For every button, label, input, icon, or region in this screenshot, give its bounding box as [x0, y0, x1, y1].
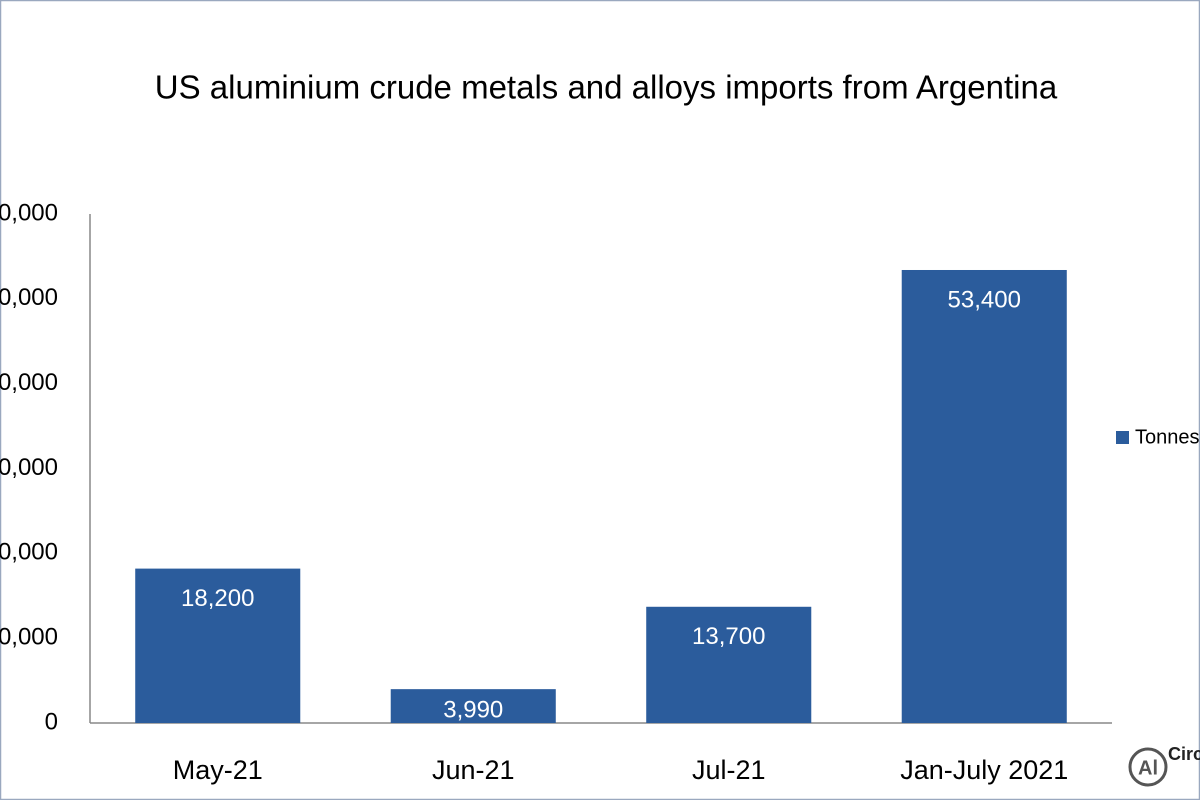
value-label: 3,990 — [443, 696, 503, 723]
bar — [390, 689, 556, 723]
logo-text: Circle — [1168, 744, 1200, 764]
y-tick-label: 60,000 — [0, 199, 58, 226]
logo-text: Al — [1138, 757, 1158, 779]
bar — [135, 568, 301, 723]
bar — [901, 269, 1067, 723]
value-label: 53,400 — [948, 286, 1021, 313]
y-tick-label: 40,000 — [0, 369, 58, 396]
x-tick-label: Jun-21 — [432, 755, 515, 785]
y-tick-label: 50,000 — [0, 284, 58, 311]
bar — [646, 606, 812, 723]
logo-mark — [1128, 747, 1168, 787]
x-tick-label: May-21 — [173, 755, 263, 785]
y-tick-label: 30,000 — [0, 454, 58, 481]
legend-swatch — [1116, 431, 1129, 444]
value-label: 13,700 — [692, 623, 765, 650]
chart-title: US aluminium crude metals and alloys imp… — [155, 69, 1058, 106]
legend-label: Tonnes — [1135, 426, 1200, 448]
y-tick-label: 20,000 — [0, 539, 58, 566]
y-tick-label: 0 — [45, 708, 58, 735]
y-tick-label: 10,000 — [0, 624, 58, 651]
x-tick-label: Jan-July 2021 — [900, 755, 1068, 785]
value-label: 18,200 — [181, 585, 254, 612]
x-tick-label: Jul-21 — [692, 755, 766, 785]
